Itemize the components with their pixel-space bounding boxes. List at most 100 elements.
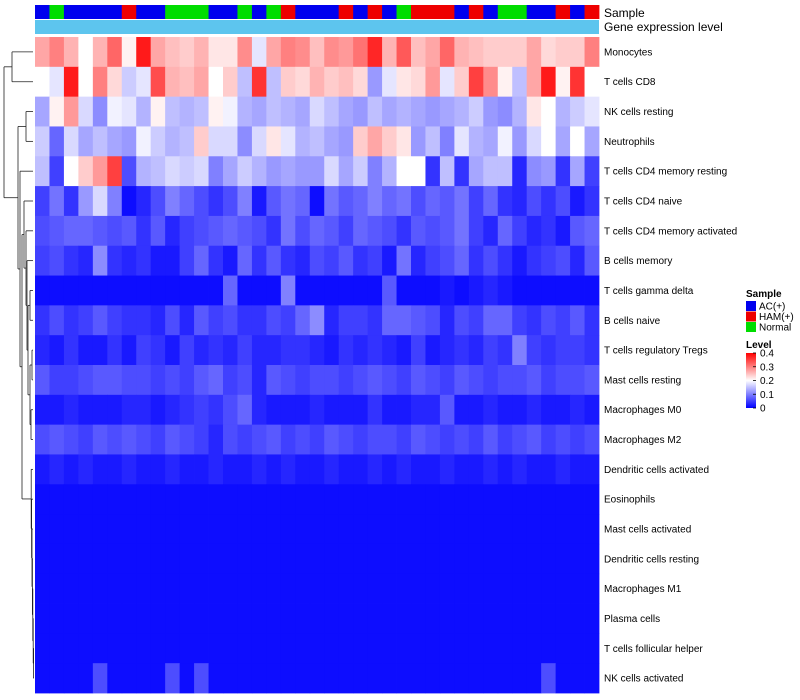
heatmap-cell: [179, 275, 195, 306]
heatmap-cell: [63, 484, 79, 515]
sample-annotation-cell: [179, 5, 195, 19]
heatmap-cell: [165, 573, 181, 604]
sample-annotation-cell: [338, 5, 354, 19]
heatmap-cell: [251, 573, 267, 604]
heatmap-cell: [280, 603, 296, 634]
heatmap-cell: [295, 484, 311, 515]
heatmap-cell: [237, 663, 253, 694]
heatmap-cell: [468, 96, 484, 127]
heatmap-cell: [266, 573, 282, 604]
heatmap-cell: [107, 156, 123, 187]
sample-annotation-cell: [194, 5, 209, 19]
heatmap-cell: [497, 573, 513, 604]
sample-annotation-cell: [382, 5, 397, 19]
heatmap-cell: [92, 603, 108, 634]
sample-annotation-cell: [49, 5, 65, 19]
heatmap-cell: [49, 484, 65, 515]
heatmap-cell: [295, 66, 311, 98]
heatmap-cell: [194, 424, 209, 455]
heatmap-cell: [526, 514, 542, 545]
heatmap-cell: [570, 514, 585, 545]
heatmap-cell: [266, 514, 282, 545]
heatmap-cell: [512, 215, 528, 247]
heatmap-cell: [63, 573, 79, 604]
heatmap-cell: [237, 37, 253, 68]
heatmap-cell: [512, 633, 528, 664]
heatmap-cell: [165, 186, 181, 217]
heatmap-cell: [468, 543, 484, 575]
heatmap-cell: [107, 96, 123, 127]
sample-annotation-cell: [367, 5, 383, 19]
heatmap-cell: [382, 156, 397, 187]
heatmap-cell: [121, 156, 137, 187]
heatmap-cell: [439, 186, 455, 217]
heatmap-cell: [136, 454, 152, 485]
heatmap-cell: [92, 365, 108, 396]
heatmap-cell: [121, 603, 137, 634]
heatmap-cell: [324, 96, 340, 127]
heatmap-cell: [266, 215, 282, 247]
heatmap-cell: [266, 603, 282, 634]
sample-annotation-cell: [468, 5, 484, 19]
heatmap-cell: [150, 484, 166, 515]
heatmap-cell: [63, 633, 79, 664]
heatmap-cell: [353, 573, 369, 604]
heatmap-cell: [165, 305, 181, 336]
heatmap-cell: [295, 394, 311, 426]
heatmap-cell: [194, 573, 209, 604]
heatmap-cell: [425, 633, 441, 664]
heatmap-cell: [584, 305, 600, 336]
heatmap-cell: [396, 603, 412, 634]
heatmap-cell: [49, 37, 65, 68]
sample-annotation-cell: [63, 5, 79, 19]
heatmap-cell: [295, 275, 311, 306]
heatmap-cell: [136, 663, 152, 694]
heatmap-cell: [49, 424, 65, 455]
heatmap-cell: [150, 603, 166, 634]
heatmap-cell: [541, 365, 557, 396]
heatmap-cell: [165, 394, 181, 426]
heatmap-cell: [136, 543, 152, 575]
heatmap-cell: [570, 335, 585, 366]
heatmap-cell: [425, 96, 441, 127]
heatmap-cell: [208, 156, 224, 187]
sample-legend-label: HAM(+): [759, 312, 794, 323]
heatmap-cell: [78, 186, 94, 217]
heatmap-cell: [107, 275, 123, 306]
heatmap-cell: [584, 663, 600, 694]
heatmap-cell: [35, 454, 50, 485]
heatmap-cell: [411, 573, 426, 604]
heatmap-cell: [107, 394, 123, 426]
heatmap-cell: [49, 245, 65, 276]
heatmap-cell: [266, 305, 282, 336]
heatmap-cell: [223, 37, 238, 68]
heatmap-cell: [266, 484, 282, 515]
heatmap-cell: [121, 126, 137, 157]
heatmap-cell: [150, 156, 166, 187]
heatmap-cell: [483, 275, 499, 306]
heatmap-cell: [541, 275, 557, 306]
heatmap-cell: [483, 424, 499, 455]
heatmap-cell: [179, 633, 195, 664]
heatmap-cell: [107, 245, 123, 276]
heatmap-cell: [295, 186, 311, 217]
heatmap-cell: [49, 663, 65, 694]
heatmap-cell: [584, 126, 600, 157]
heatmap-cell: [584, 543, 600, 575]
heatmap-cell: [150, 394, 166, 426]
heatmap-cell: [353, 484, 369, 515]
heatmap-cell: [150, 543, 166, 575]
heatmap-cell: [194, 37, 209, 68]
heatmap-cell: [367, 186, 383, 217]
heatmap-cell: [570, 633, 585, 664]
heatmap-cell: [411, 66, 426, 98]
heatmap-cell: [121, 186, 137, 217]
heatmap-cell: [107, 573, 123, 604]
heatmap-cell: [570, 126, 585, 157]
heatmap-cell: [35, 66, 50, 98]
heatmap-cell: [570, 543, 585, 575]
heatmap-cell: [468, 603, 484, 634]
row-label: Macrophages M1: [604, 584, 682, 595]
sample-annotation-cell: [150, 5, 166, 19]
heatmap-cell: [425, 573, 441, 604]
